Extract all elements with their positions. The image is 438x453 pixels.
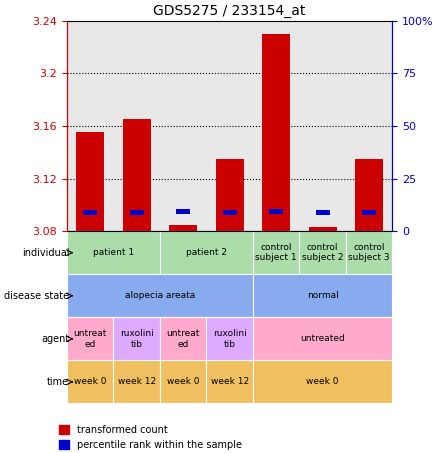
Text: ruxolini
tib: ruxolini tib [213,329,247,348]
Text: week 12: week 12 [117,377,155,386]
Text: individual: individual [22,248,69,258]
Text: week 12: week 12 [211,377,249,386]
FancyBboxPatch shape [300,231,346,274]
Text: control
subject 1: control subject 1 [255,243,297,262]
Text: untreat
ed: untreat ed [74,329,107,348]
FancyBboxPatch shape [253,317,392,361]
Bar [316,210,330,215]
FancyBboxPatch shape [67,317,113,361]
Legend: transformed count, percentile rank within the sample: transformed count, percentile rank withi… [56,421,246,453]
Bar [362,210,376,215]
FancyBboxPatch shape [67,274,253,317]
Bar [262,34,290,231]
Bar [130,210,144,215]
Text: week 0: week 0 [307,377,339,386]
Bar [216,159,244,231]
Text: ruxolini
tib: ruxolini tib [120,329,153,348]
Bar [123,119,151,231]
Bar [269,209,283,214]
Title: GDS5275 / 233154_at: GDS5275 / 233154_at [153,4,306,18]
Text: untreat
ed: untreat ed [166,329,200,348]
Text: control
subject 3: control subject 3 [348,243,390,262]
Text: normal: normal [307,291,339,300]
FancyBboxPatch shape [253,361,392,404]
FancyBboxPatch shape [346,231,392,274]
FancyBboxPatch shape [113,361,160,404]
Bar [83,210,97,215]
Text: week 0: week 0 [74,377,106,386]
Text: time: time [47,377,69,387]
FancyBboxPatch shape [206,361,253,404]
Bar [176,209,190,214]
FancyBboxPatch shape [67,231,160,274]
Text: alopecia areata: alopecia areata [125,291,195,300]
FancyBboxPatch shape [160,317,206,361]
Bar [355,159,383,231]
Text: agent: agent [41,334,69,344]
Text: patient 1: patient 1 [93,248,134,257]
Text: control
subject 2: control subject 2 [302,243,343,262]
Text: patient 2: patient 2 [186,248,227,257]
Bar [169,225,197,231]
Bar [223,210,237,215]
FancyBboxPatch shape [160,361,206,404]
FancyBboxPatch shape [253,231,300,274]
Bar [309,227,337,231]
FancyBboxPatch shape [253,274,392,317]
FancyBboxPatch shape [113,317,160,361]
FancyBboxPatch shape [67,361,113,404]
Text: week 0: week 0 [167,377,199,386]
Text: untreated: untreated [300,334,345,343]
FancyBboxPatch shape [206,317,253,361]
FancyBboxPatch shape [160,231,253,274]
Text: disease state: disease state [4,291,69,301]
Bar [76,132,104,231]
